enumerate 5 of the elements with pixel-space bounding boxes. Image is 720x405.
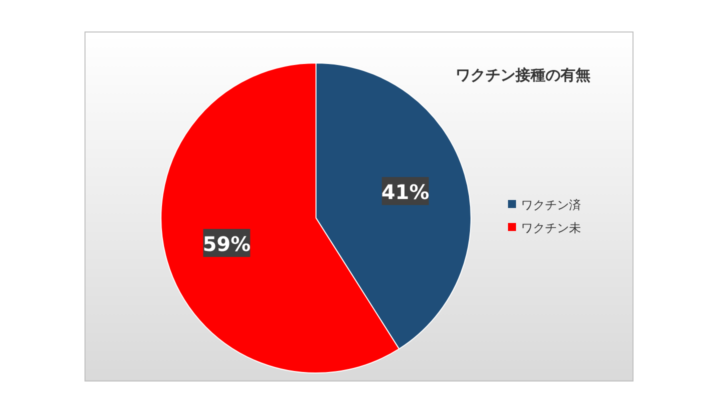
- legend-label: ワクチン未: [521, 221, 581, 235]
- data-label: 41%: [381, 180, 430, 204]
- chart-title: ワクチン接種の有無: [456, 66, 590, 84]
- legend-label: ワクチン済: [521, 198, 581, 212]
- data-label: 59%: [202, 232, 251, 256]
